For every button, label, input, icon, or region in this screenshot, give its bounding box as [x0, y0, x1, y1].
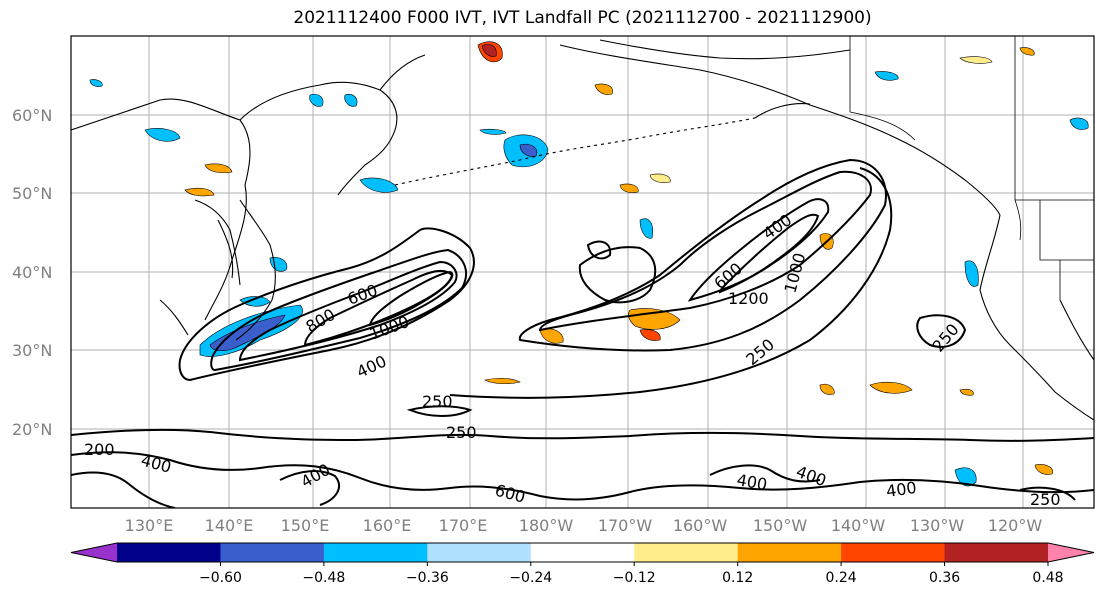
- colorbar: [70, 542, 1095, 563]
- colorbar-tick-label: 0.48: [1032, 570, 1063, 586]
- colorbar-tick-label: −0.36: [406, 570, 449, 586]
- colorbar-extend-min: [71, 543, 117, 562]
- colorbar-outline: [70, 542, 1095, 563]
- colorbar-tick-labels: −0.60 −0.48 −0.36 −0.24 −0.12 0.12 0.24 0.36 0.4…: [199, 562, 1064, 586]
- lon-label: 170°W: [598, 516, 653, 535]
- colorbar-segment: [634, 543, 739, 562]
- colorbar-tick-label: 0.12: [722, 570, 753, 586]
- colorbar-segment: [841, 543, 946, 562]
- negative-pc-shading: [89, 71, 1089, 487]
- longitude-labels: 130°E 140°E 150°E 160°E 170°E 180°W 170°…: [125, 516, 1043, 535]
- contour-label: 1200: [728, 289, 769, 308]
- lat-label: 40°N: [12, 263, 52, 282]
- map-title: 2021112400 F000 IVT, IVT Landfall PC (20…: [293, 8, 872, 28]
- lon-label: 120°W: [988, 516, 1043, 535]
- contour-label: 250: [1030, 490, 1061, 509]
- lon-label: 160°E: [363, 516, 412, 535]
- colorbar-segment: [220, 543, 325, 562]
- positive-pc-shading: [184, 41, 1053, 475]
- contour-label: 400: [885, 478, 918, 501]
- colorbar-segment: [117, 543, 221, 562]
- lat-label: 20°N: [12, 420, 52, 439]
- colorbar-tick-label: 0.24: [826, 570, 857, 586]
- lat-label: 50°N: [12, 184, 52, 203]
- map-panel: 800 600 1000 400 250 250 400 200 400 600…: [71, 36, 1094, 509]
- lon-label: 180°W: [519, 516, 574, 535]
- ivt-contours: [71, 158, 1094, 508]
- contour-label: 250: [446, 423, 477, 442]
- lon-label: 130°W: [910, 516, 965, 535]
- colorbar-segment: [427, 543, 532, 562]
- graticule: [71, 36, 1094, 508]
- lat-label: 30°N: [12, 341, 52, 360]
- contour-label: 200: [84, 440, 115, 459]
- latitude-labels: 60°N 50°N 40°N 30°N 20°N: [12, 106, 52, 439]
- map-frame: [70, 35, 1095, 509]
- colorbar-segment: [530, 543, 635, 562]
- colorbar-tick-label: −0.48: [302, 570, 345, 586]
- colorbar-segment: [944, 543, 1049, 562]
- lon-label: 140°W: [831, 516, 886, 535]
- lon-label: 170°E: [439, 516, 488, 535]
- lon-label: 150°E: [281, 516, 330, 535]
- colorbar-extend-max: [1048, 543, 1094, 562]
- coastlines: [71, 39, 1094, 421]
- colorbar-tick-label: −0.60: [199, 570, 242, 586]
- colorbar-tick-label: −0.24: [509, 570, 552, 586]
- lon-label: 130°E: [125, 516, 174, 535]
- colorbar-tick-label: −0.12: [613, 570, 656, 586]
- colorbar-segment: [323, 543, 428, 562]
- contour-label: 250: [422, 392, 453, 411]
- colorbar-segment: [737, 543, 842, 562]
- colorbar-tick-label: 0.36: [929, 570, 960, 586]
- lat-label: 60°N: [12, 106, 52, 125]
- lon-label: 140°E: [205, 516, 254, 535]
- lon-label: 160°W: [673, 516, 728, 535]
- lon-label: 150°W: [753, 516, 808, 535]
- borders: [849, 36, 1094, 300]
